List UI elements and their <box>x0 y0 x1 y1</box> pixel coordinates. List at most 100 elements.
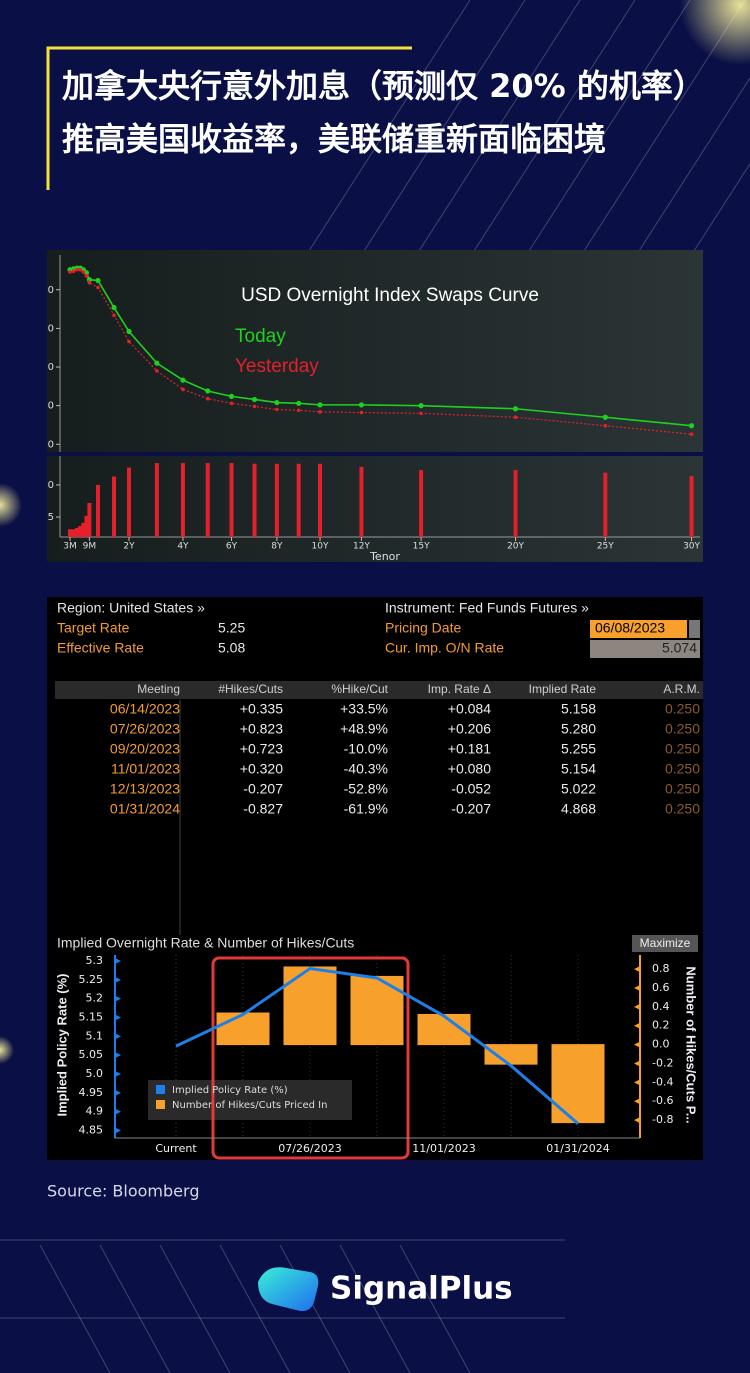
table-cell: 0.250 <box>665 761 700 777</box>
point <box>205 396 210 401</box>
legend-swatch <box>156 1085 165 1094</box>
point <box>154 360 160 366</box>
logo-icon <box>258 1267 319 1311</box>
x-tick-label: 25Y <box>597 542 614 552</box>
point <box>78 267 83 272</box>
bar <box>154 463 159 537</box>
decor-line <box>219 1244 291 1373</box>
table-cell: 0.250 <box>665 801 700 817</box>
table-cell: -0.207 <box>451 801 491 817</box>
bar <box>274 463 279 537</box>
x-tick-label: 2Y <box>123 542 135 552</box>
column-header: A.R.M. <box>663 682 700 696</box>
tick-mark <box>115 976 121 983</box>
legend-swatch <box>156 1100 165 1109</box>
y-tick-label: 5.15 <box>79 1011 104 1024</box>
point <box>512 406 519 412</box>
table-cell: -40.3% <box>344 761 388 777</box>
title-frame <box>46 46 412 190</box>
table-header-bg <box>55 681 703 699</box>
rate-box <box>590 640 700 658</box>
column-header: #Hikes/Cuts <box>218 682 283 696</box>
decor-line <box>339 1244 411 1373</box>
point <box>251 396 258 403</box>
point <box>68 270 72 274</box>
chart-title: USD Overnight Index Swaps Curve <box>241 285 539 306</box>
x-tick-label: 10Y <box>312 542 329 552</box>
point <box>96 285 100 290</box>
point <box>602 414 608 420</box>
calendar-icon <box>689 620 700 638</box>
point <box>180 377 186 383</box>
bar <box>180 463 185 537</box>
column-header: %Hike/Cut <box>331 682 388 696</box>
x-tick-label: 3M <box>63 542 77 552</box>
decor-line <box>354 0 526 266</box>
table-cell: 5.022 <box>561 781 596 797</box>
point <box>688 423 695 429</box>
y-tick-label: 5.05 <box>79 1048 104 1061</box>
source: Source: Bloomberg <box>47 1182 199 1201</box>
bar <box>84 515 89 537</box>
point <box>71 269 76 274</box>
table-cell: 5.255 <box>561 741 596 757</box>
table-cell: 09/20/2023 <box>110 741 180 757</box>
instrument: Instrument: Fed Funds Futures » <box>385 600 589 616</box>
tick-mark <box>634 1117 640 1124</box>
x-tick-label: 6Y <box>226 542 238 552</box>
bar <box>252 463 257 537</box>
point <box>359 410 364 415</box>
point <box>603 423 608 428</box>
bar <box>603 472 608 537</box>
table-cell: 01/31/2024 <box>110 801 180 817</box>
maximize-button[interactable] <box>632 935 698 952</box>
x-axis-label: Tenor <box>369 550 400 563</box>
bar <box>229 463 234 537</box>
decor-line <box>409 0 581 266</box>
point <box>513 415 518 420</box>
point <box>274 399 280 406</box>
point <box>111 304 117 311</box>
y2-tick-label: 0.2 <box>652 1019 670 1032</box>
bar <box>126 467 131 537</box>
tick-mark <box>634 1041 640 1048</box>
y-tick-label: 5.2 <box>86 992 104 1005</box>
field-value: 5.08 <box>218 640 245 656</box>
table-cell: 0.250 <box>665 701 700 717</box>
tick-mark <box>115 1014 121 1021</box>
table-cell: +0.320 <box>240 761 283 777</box>
point <box>81 270 86 274</box>
table-cell: 4.868 <box>561 801 596 817</box>
table-cell: -52.8% <box>344 781 388 797</box>
table-cell: +0.823 <box>240 721 283 737</box>
tick-mark <box>634 966 640 973</box>
x-tick-label: 20Y <box>507 542 524 552</box>
point <box>75 267 79 272</box>
x-tick-label: 15Y <box>413 542 430 552</box>
y-tick-label: 4.00 <box>32 362 54 373</box>
x-tick-label: 11/01/2023 <box>412 1142 475 1155</box>
bar <box>359 466 364 537</box>
bar <box>205 463 210 537</box>
y-tick-label: 10 <box>41 480 54 491</box>
point <box>317 402 323 408</box>
y-tick-label: 4.95 <box>79 1086 104 1099</box>
bar <box>296 463 301 537</box>
field-label: Pricing Date <box>385 620 461 636</box>
point <box>155 369 159 373</box>
table-cell: 06/14/2023 <box>110 701 180 717</box>
table-cell: 5.280 <box>561 721 596 737</box>
x-tick-label: 4Y <box>177 542 189 552</box>
bar <box>81 522 86 537</box>
decor-line <box>279 1244 351 1373</box>
button-label: Maximize <box>640 936 691 950</box>
table-cell: 11/01/2023 <box>111 761 180 777</box>
decor-line <box>519 0 691 266</box>
y-tick-label: 5.0 <box>86 1067 104 1080</box>
point <box>205 388 211 394</box>
point <box>112 313 116 318</box>
y-tick-label: 5.00 <box>32 285 54 296</box>
y-tick-label: 5.3 <box>86 954 104 967</box>
y-tick-label: 5 <box>48 512 54 523</box>
table-cell: -0.207 <box>243 781 283 797</box>
